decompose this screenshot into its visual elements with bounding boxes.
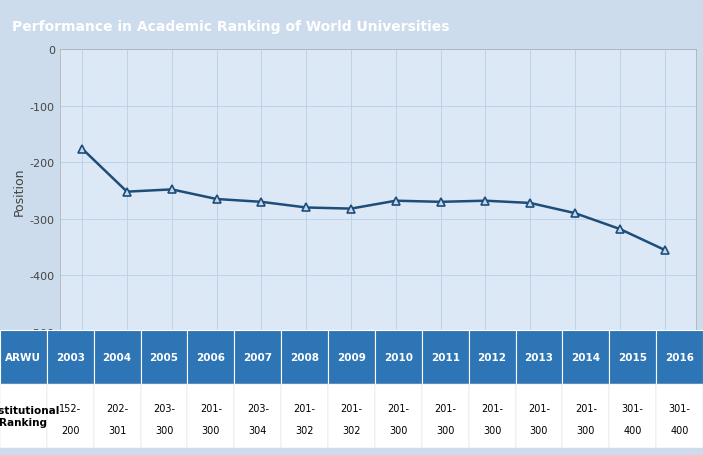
Text: 301-: 301- [669, 404, 690, 414]
Text: 400: 400 [671, 425, 689, 435]
Bar [0, 384, 47, 448]
Bar [515, 384, 562, 448]
Text: 300: 300 [155, 425, 173, 435]
Text: 201-: 201- [481, 404, 503, 414]
Text: ARWU: ARWU [6, 353, 41, 363]
Text: 2004: 2004 [103, 353, 131, 363]
Text: 2009: 2009 [337, 353, 366, 363]
Bar [562, 331, 610, 384]
Bar [515, 331, 562, 384]
Text: 201-: 201- [200, 404, 222, 414]
Text: 301: 301 [108, 425, 127, 435]
Text: 2013: 2013 [524, 353, 553, 363]
Bar [328, 384, 375, 448]
Text: Performance in Academic Ranking of World Universities: Performance in Academic Ranking of World… [12, 20, 449, 34]
Bar [422, 384, 469, 448]
Text: Institutional
Ranking: Institutional Ranking [0, 405, 60, 427]
Bar [141, 331, 188, 384]
Bar [375, 384, 422, 448]
Text: 304: 304 [249, 425, 267, 435]
Text: 2016: 2016 [665, 353, 694, 363]
Text: 152-: 152- [59, 404, 82, 414]
Bar [47, 331, 93, 384]
Text: 300: 300 [389, 425, 408, 435]
Bar [375, 331, 422, 384]
Text: 301-: 301- [621, 404, 644, 414]
Text: 300: 300 [436, 425, 454, 435]
Bar [656, 331, 703, 384]
Bar [422, 331, 469, 384]
Text: 201-: 201- [294, 404, 316, 414]
Bar [328, 331, 375, 384]
Text: 201-: 201- [387, 404, 409, 414]
Text: 2003: 2003 [56, 353, 85, 363]
Text: 302: 302 [295, 425, 314, 435]
Text: 201-: 201- [340, 404, 363, 414]
Text: 202-: 202- [106, 404, 128, 414]
Bar [188, 331, 234, 384]
Text: 2008: 2008 [290, 353, 319, 363]
Bar [234, 384, 281, 448]
Text: 200: 200 [61, 425, 79, 435]
Bar [93, 331, 141, 384]
Bar [469, 384, 515, 448]
Text: 2005: 2005 [150, 353, 179, 363]
Bar [281, 384, 328, 448]
Text: 300: 300 [202, 425, 220, 435]
Bar [93, 384, 141, 448]
Bar [281, 331, 328, 384]
Text: 2014: 2014 [572, 353, 600, 363]
Text: 300: 300 [530, 425, 548, 435]
Text: 2011: 2011 [431, 353, 460, 363]
Bar [610, 384, 656, 448]
Bar [656, 384, 703, 448]
Text: 302: 302 [342, 425, 361, 435]
Text: 2015: 2015 [618, 353, 647, 363]
Text: 300: 300 [483, 425, 501, 435]
Text: 300: 300 [576, 425, 595, 435]
Bar [47, 384, 93, 448]
Bar [0, 331, 47, 384]
Text: 201-: 201- [434, 404, 456, 414]
Bar [141, 384, 188, 448]
Bar [234, 331, 281, 384]
Text: 2010: 2010 [384, 353, 413, 363]
Bar [610, 331, 656, 384]
Text: 400: 400 [624, 425, 642, 435]
Text: 203-: 203- [153, 404, 175, 414]
Bar [469, 331, 515, 384]
Text: 201-: 201- [575, 404, 597, 414]
Text: 203-: 203- [247, 404, 269, 414]
Text: 2006: 2006 [196, 353, 226, 363]
Bar [562, 384, 610, 448]
Text: 2012: 2012 [477, 353, 507, 363]
Text: 2007: 2007 [243, 353, 272, 363]
Bar [188, 384, 234, 448]
Text: 201-: 201- [528, 404, 550, 414]
Y-axis label: Position: Position [13, 167, 25, 215]
